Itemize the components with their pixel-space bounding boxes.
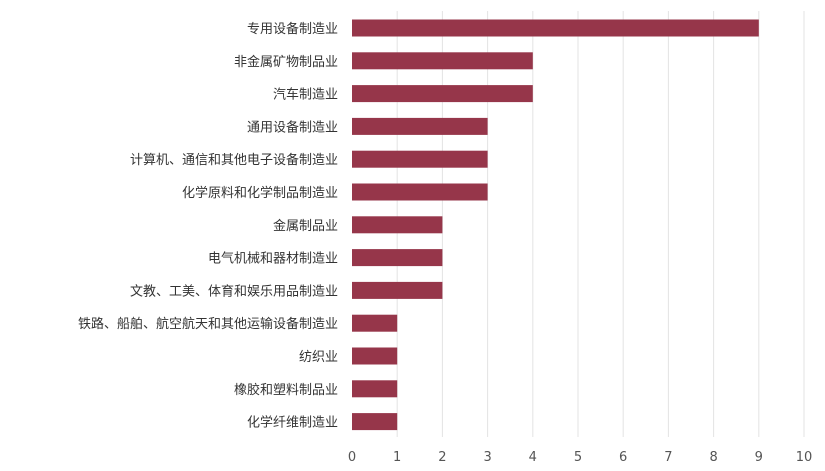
category-label: 电气机械和器材制造业 [208,251,338,267]
x-axis-ticks: 0 1 2 3 4 5 6 7 8 9 10 [348,450,812,465]
bar [352,19,759,37]
bar [352,216,443,234]
bar [352,183,488,201]
x-tick-label: 3 [483,450,491,465]
category-labels: 专用设备制造业非金属矿物制品业汽车制造业通用设备制造业计算机、通信和其他电子设备… [78,21,338,431]
category-label: 化学原料和化学制品制造业 [182,185,338,201]
x-tick-label: 8 [709,450,717,465]
grid-layer [396,11,805,437]
bar [352,281,443,299]
bar [352,117,488,135]
category-label: 文教、工美、体育和娱乐用品制造业 [130,283,338,299]
bar-layer [352,19,759,431]
x-tick-label: 5 [574,450,582,465]
category-label: 专用设备制造业 [247,21,338,37]
category-label: 非金属矿物制品业 [234,54,338,70]
bar [352,249,443,267]
bar [352,347,398,365]
bar [352,314,398,332]
bar [352,380,398,398]
x-tick-label: 2 [438,450,446,465]
category-label: 汽车制造业 [273,87,338,103]
x-tick-label: 1 [393,450,401,465]
bar [352,150,488,168]
category-label: 纺织业 [299,350,338,365]
category-label: 橡胶和塑料制品业 [234,382,338,398]
x-tick-label: 10 [796,450,813,465]
x-tick-label: 9 [755,450,763,465]
x-tick-label: 6 [619,450,627,465]
category-label: 化学纤维制造业 [247,415,338,431]
category-label: 计算机、通信和其他电子设备制造业 [130,152,338,168]
category-label: 金属制品业 [273,218,338,234]
bar [352,413,398,431]
bar [352,52,533,70]
category-label: 铁路、船舶、航空航天和其他运输设备制造业 [78,316,338,332]
bar [352,85,533,103]
x-tick-label: 0 [348,450,356,465]
category-label: 通用设备制造业 [247,119,338,135]
x-tick-label: 4 [529,450,537,465]
x-tick-label: 7 [664,450,672,465]
